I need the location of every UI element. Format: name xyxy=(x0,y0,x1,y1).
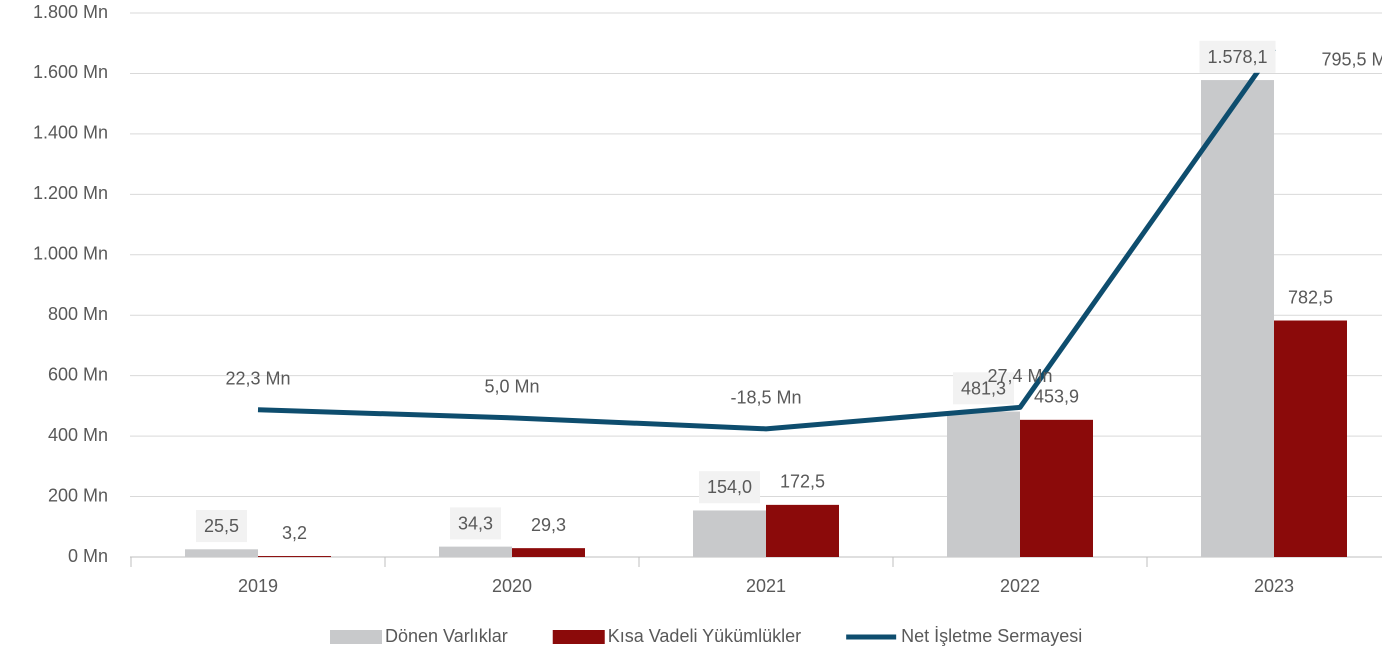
data-label-bg xyxy=(449,507,502,540)
y-tick-label: 1.000 Mn xyxy=(33,244,108,264)
y-tick-label: 1.400 Mn xyxy=(33,123,108,143)
y-tick-label: 1.600 Mn xyxy=(33,62,108,82)
x-tick-label: 2019 xyxy=(238,576,278,596)
data-label: 27,4 Mn xyxy=(987,366,1052,386)
data-label: 782,5 xyxy=(1288,287,1333,307)
data-label: 172,5 xyxy=(780,472,825,492)
data-label: 29,3 xyxy=(531,515,566,535)
y-tick-label: 200 Mn xyxy=(48,485,108,505)
y-tick-label: 400 Mn xyxy=(48,425,108,445)
data-label-bg xyxy=(195,510,248,543)
data-label: 453,9 xyxy=(1034,387,1079,407)
y-tick-label: 800 Mn xyxy=(48,304,108,324)
data-label: 22,3 Mn xyxy=(225,369,290,389)
data-label-bg xyxy=(698,471,761,504)
y-tick-label: 1.800 Mn xyxy=(33,2,108,22)
data-label: 154,0 xyxy=(707,477,752,497)
data-label: 1.578,1 xyxy=(1207,47,1267,67)
data-label-bg xyxy=(952,372,1015,405)
y-tick-label: 1.200 Mn xyxy=(33,183,108,203)
bar xyxy=(947,411,1020,557)
bar xyxy=(258,556,331,558)
y-tick-label: 600 Mn xyxy=(48,364,108,384)
bar xyxy=(1020,419,1093,557)
bar xyxy=(185,549,258,557)
x-tick-label: 2020 xyxy=(492,576,532,596)
legend-swatch xyxy=(330,630,382,644)
data-label-bg xyxy=(1199,40,1276,73)
bar xyxy=(439,546,512,557)
data-label: 481,3 xyxy=(961,378,1006,398)
y-tick-label: 0 Mn xyxy=(68,546,108,566)
data-label: 5,0 Mn xyxy=(484,377,539,397)
bar xyxy=(766,504,839,557)
data-label: 34,3 xyxy=(458,513,493,533)
x-tick-label: 2023 xyxy=(1254,576,1294,596)
x-tick-label: 2022 xyxy=(1000,576,1040,596)
bar xyxy=(1201,80,1274,557)
legend-label: Dönen Varlıklar xyxy=(385,626,508,646)
legend-label: Kısa Vadeli Yükümlükler xyxy=(608,626,801,646)
data-label: 25,5 xyxy=(204,516,239,536)
legend-swatch xyxy=(552,630,605,644)
data-label: -18,5 Mn xyxy=(730,388,801,408)
bar xyxy=(693,510,766,557)
x-tick-label: 2021 xyxy=(746,576,786,596)
data-label: 3,2 xyxy=(282,523,307,543)
legend-label: Net İşletme Sermayesi xyxy=(901,626,1082,646)
data-label: 795,5 Mn xyxy=(1321,49,1382,69)
bar xyxy=(1274,320,1347,557)
bar xyxy=(512,548,585,557)
line xyxy=(257,47,1277,432)
